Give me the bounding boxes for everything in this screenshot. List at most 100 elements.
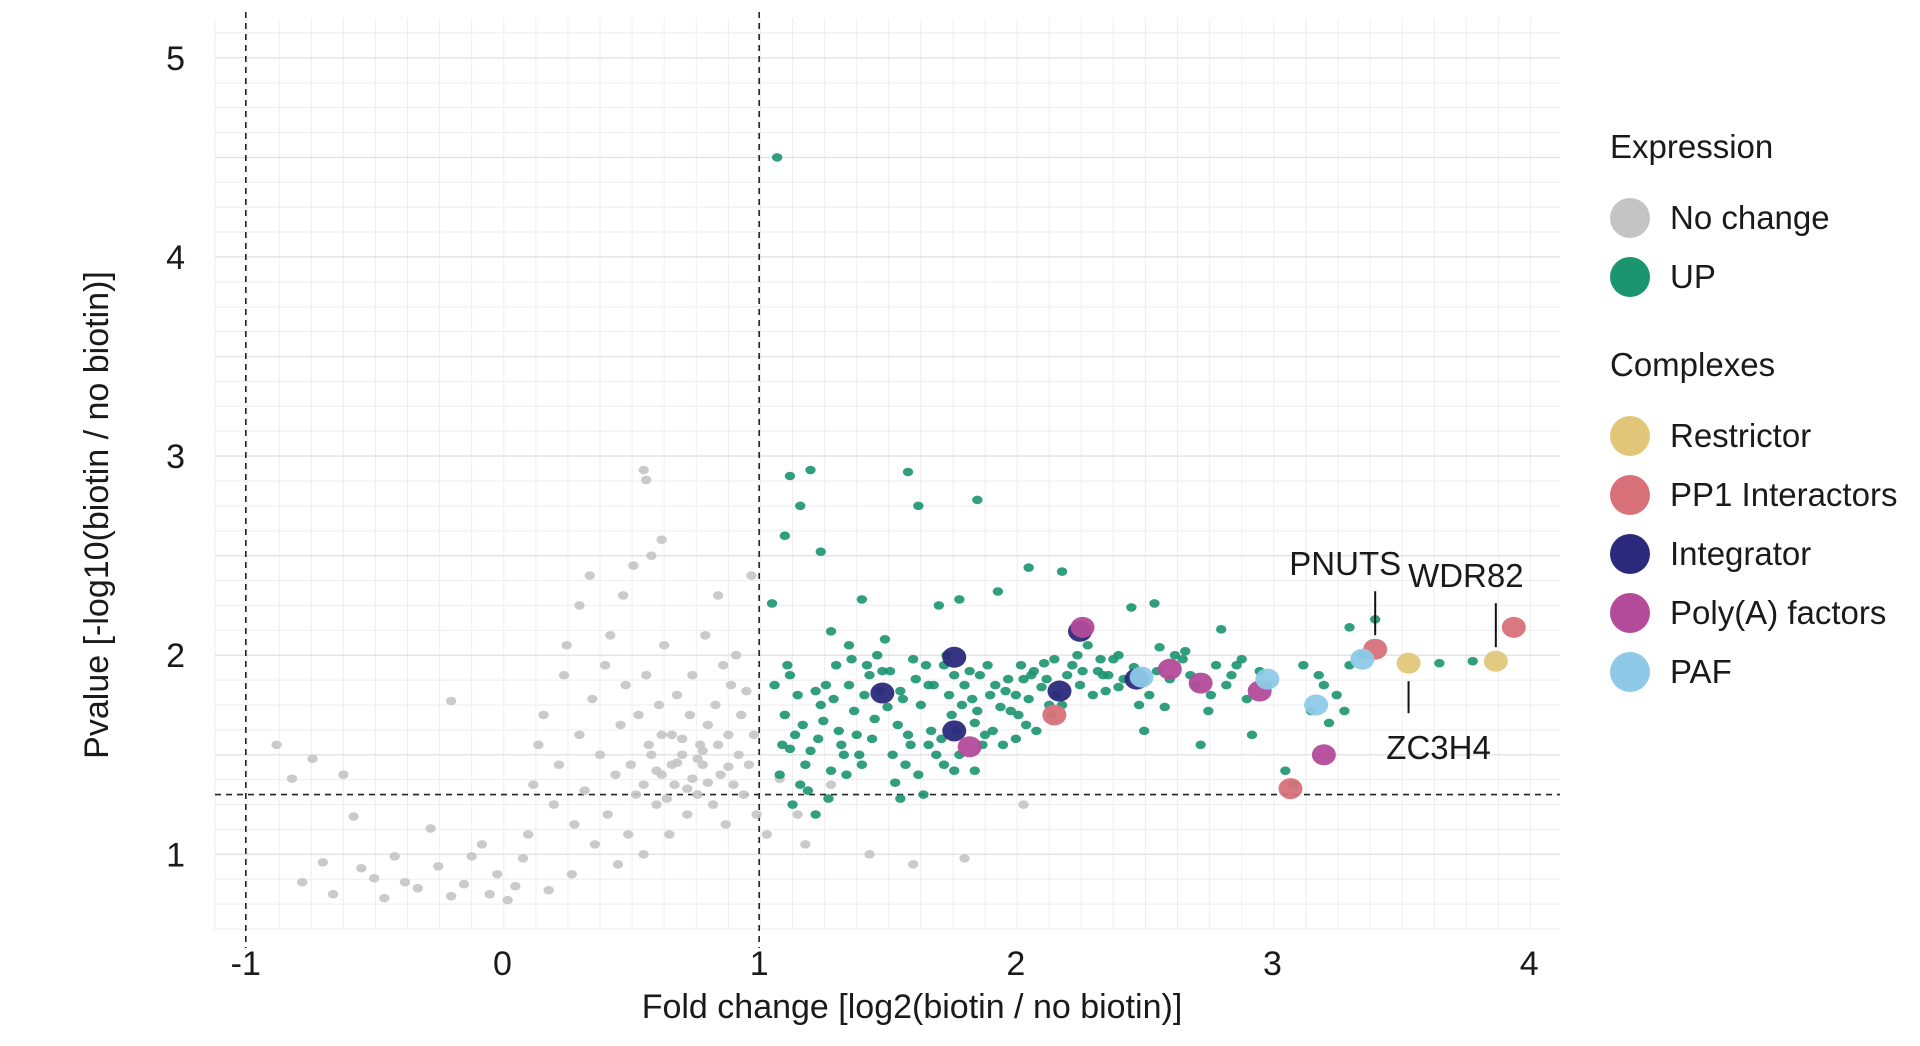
- complex-point: [1042, 704, 1067, 726]
- data-point: [664, 830, 675, 839]
- data-point: [741, 686, 752, 696]
- data-point: [825, 627, 837, 636]
- data-point: [682, 784, 693, 793]
- data-point: [925, 726, 937, 736]
- data-point: [702, 720, 714, 730]
- data-point: [779, 531, 791, 541]
- data-point: [854, 750, 865, 760]
- data-point: [682, 810, 693, 819]
- series-paf: [1129, 648, 1375, 716]
- data-point: [412, 883, 423, 893]
- data-point: [836, 740, 847, 750]
- data-point: [784, 471, 796, 481]
- y-tick-label: 2: [166, 637, 185, 675]
- data-point: [1215, 625, 1227, 634]
- data-point: [915, 700, 927, 710]
- data-point: [317, 857, 329, 867]
- series-pp1-interactors: [1042, 616, 1526, 800]
- data-point: [633, 710, 644, 720]
- complex-point: [1070, 616, 1095, 638]
- data-point: [605, 630, 616, 640]
- data-point: [599, 660, 611, 670]
- data-point: [584, 571, 595, 580]
- data-point: [920, 660, 932, 670]
- data-point: [833, 726, 844, 736]
- data-point: [628, 561, 639, 570]
- legend-complexes-title: Complexes: [1610, 346, 1776, 383]
- data-point: [528, 780, 539, 789]
- data-point: [1344, 623, 1355, 632]
- legend-swatch: [1610, 651, 1650, 692]
- data-point: [800, 760, 811, 770]
- data-point: [1023, 694, 1034, 704]
- data-point: [646, 750, 657, 760]
- data-point: [712, 740, 724, 750]
- data-point: [784, 670, 796, 680]
- data-point: [900, 760, 911, 770]
- data-point: [517, 854, 529, 863]
- legend-swatch: [1610, 256, 1650, 297]
- y-tick-label: 4: [166, 239, 185, 277]
- data-point: [697, 760, 708, 770]
- data-point: [1038, 658, 1050, 668]
- threshold-lines: [215, 12, 1560, 948]
- data-point: [286, 774, 298, 783]
- data-point: [995, 702, 1006, 712]
- data-point: [558, 670, 570, 680]
- data-point: [307, 754, 318, 764]
- data-point: [728, 780, 739, 789]
- data-point: [338, 770, 349, 779]
- series-poly-a-factors: [957, 616, 1336, 766]
- data-point: [658, 640, 670, 650]
- data-point: [602, 810, 613, 819]
- data-point: [653, 700, 665, 710]
- data-point: [1159, 702, 1170, 712]
- data-point: [712, 591, 724, 600]
- data-point: [715, 770, 726, 779]
- data-point: [610, 770, 621, 779]
- legend-item: Integrator: [1610, 524, 1910, 583]
- data-point: [723, 730, 734, 740]
- data-point: [795, 501, 806, 511]
- legend-swatch: [1610, 592, 1650, 633]
- data-point: [913, 770, 924, 779]
- data-point: [730, 650, 742, 660]
- data-point: [784, 744, 796, 754]
- axis-ticks: -1 0 1 2 3 4 1 2 3 4 5: [166, 40, 1539, 983]
- data-point: [797, 720, 808, 730]
- data-point: [687, 670, 698, 680]
- data-point: [1010, 690, 1022, 700]
- x-tick-label: -1: [231, 945, 261, 983]
- data-point: [972, 706, 983, 716]
- data-point: [1005, 706, 1016, 716]
- series-restrictor: [1396, 650, 1508, 674]
- data-point: [923, 680, 934, 690]
- complex-point: [870, 682, 895, 704]
- data-point: [1041, 674, 1052, 684]
- data-point: [954, 595, 965, 604]
- data-point: [574, 730, 585, 740]
- data-point: [959, 854, 970, 863]
- data-point: [1236, 654, 1247, 664]
- legend-label: PP1 Interactors: [1670, 475, 1898, 513]
- data-point: [931, 750, 942, 760]
- complex-point: [1255, 668, 1280, 690]
- data-point: [666, 730, 678, 740]
- y-axis-label: Pvalue [-log10(biotin / no biotin)]: [78, 271, 116, 759]
- data-point: [466, 852, 477, 861]
- data-point: [687, 774, 698, 783]
- data-point: [956, 700, 968, 710]
- data-point: [1313, 670, 1324, 680]
- data-point: [892, 720, 903, 730]
- data-point: [733, 750, 744, 760]
- data-point: [843, 640, 855, 650]
- data-point: [476, 840, 488, 849]
- legend-item: UP: [1610, 247, 1910, 306]
- complex-point: [942, 720, 967, 742]
- x-tick-label: 3: [1263, 945, 1282, 983]
- data-point: [1169, 650, 1181, 660]
- data-point: [969, 766, 980, 775]
- data-point: [1020, 720, 1032, 730]
- complex-point: [1188, 672, 1213, 694]
- data-point: [1138, 726, 1150, 736]
